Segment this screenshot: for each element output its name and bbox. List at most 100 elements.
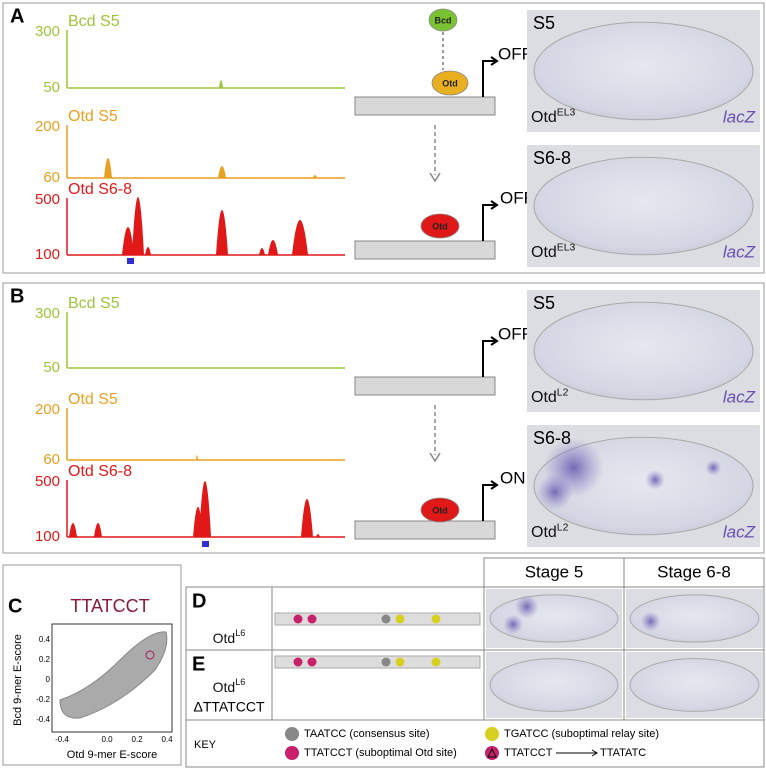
factor-label: Bcd: [434, 15, 451, 25]
track-name: Otd S6-8: [68, 463, 132, 480]
factor: [420, 213, 460, 239]
track-top: 300: [35, 305, 60, 322]
embryo: [533, 21, 754, 121]
peak: [104, 158, 112, 178]
marker: [127, 258, 134, 264]
factor-label: Otd: [432, 221, 448, 231]
genotype-label: OtdL2: [531, 522, 569, 541]
track-bottom: 50: [43, 359, 60, 376]
peak: [259, 248, 265, 255]
site: [307, 614, 317, 624]
factor-label: Otd: [432, 505, 448, 515]
arrow-head: [429, 172, 441, 183]
x-tick-label: 0.2: [131, 735, 143, 744]
panel-label: B: [10, 285, 24, 307]
track-bottom: 100: [35, 246, 60, 263]
x-axis-label: Otd 9-mer E-score: [67, 749, 157, 761]
panel-label: D: [192, 590, 206, 612]
peak: [94, 523, 102, 537]
key-title: KEY: [194, 739, 217, 751]
genotype: Otd: [531, 524, 557, 541]
factor: [431, 70, 469, 96]
panel-label: A: [10, 5, 24, 27]
construct: [274, 612, 481, 626]
site: [381, 657, 391, 667]
key-item: TTATATC: [600, 747, 646, 759]
key-site: [285, 746, 299, 760]
peak: [132, 197, 144, 255]
x-tick-label: -0.4: [55, 735, 69, 744]
y-tick-label: -0.2: [36, 695, 50, 704]
track-top: 500: [35, 473, 60, 490]
peak: [199, 481, 211, 537]
track-top: 200: [35, 401, 60, 418]
arrow-head: [429, 452, 441, 463]
key-site: [285, 727, 299, 741]
reporter: lacZ: [723, 387, 756, 406]
table-frame: [185, 586, 765, 768]
plot-title: TTATCCT: [70, 596, 149, 616]
column-header: Stage 6-8: [657, 562, 731, 581]
track-top: 500: [35, 191, 60, 208]
promoter-arrow: [482, 56, 499, 97]
genotype: Otd: [531, 389, 557, 406]
peak: [69, 523, 77, 537]
panel-label: E: [192, 653, 205, 675]
peak: [216, 210, 228, 255]
factor-label: Otd: [442, 78, 458, 88]
y-tick-label: -0.4: [36, 715, 50, 724]
track-bottom: 50: [43, 79, 60, 96]
genotype-label: OtdEL3: [531, 242, 576, 261]
genotype-label: OtdL6: [213, 678, 246, 695]
track-name: Otd S6-8: [68, 181, 132, 198]
key-triangle: [487, 747, 497, 758]
stain: [503, 614, 524, 635]
embryo: [629, 658, 760, 712]
stain: [645, 469, 666, 490]
plot-frame: [51, 623, 173, 733]
stage: S5: [533, 13, 555, 33]
embryo: [489, 658, 619, 712]
key-item: TGATCC (suboptimal relay site): [504, 728, 659, 740]
genotype-sup: L6: [235, 629, 245, 639]
reporter: lacZ: [723, 107, 756, 126]
peak: [316, 534, 320, 537]
panel-frame: [2, 282, 765, 554]
track-name: Otd S5: [68, 391, 118, 408]
stain: [536, 474, 573, 511]
peak: [218, 166, 226, 178]
y-tick-label: 0: [46, 675, 51, 684]
genotype-sup: EL3: [557, 242, 576, 253]
track-top: 200: [35, 118, 60, 135]
key-arrow-head: [591, 749, 598, 757]
embryo: [629, 594, 760, 643]
panel-label: C: [8, 595, 22, 617]
enhancer: [354, 240, 496, 260]
column-header: Stage 5: [525, 562, 584, 581]
peak: [219, 80, 223, 88]
key-site: [485, 727, 499, 741]
genotype-sup: EL3: [557, 107, 576, 118]
genotype: Otd: [531, 244, 557, 261]
genotype-sup: L2: [557, 522, 569, 533]
peak: [268, 240, 278, 255]
highlight: [145, 650, 155, 660]
key-item: TTATCCT: [504, 747, 553, 759]
track-top: 300: [35, 23, 60, 40]
state: ON: [500, 468, 526, 487]
stage: S6-8: [533, 428, 571, 448]
reporter: lacZ: [723, 522, 756, 541]
site: [395, 657, 405, 667]
genotype-sup: L2: [557, 387, 569, 398]
promoter-arrow: [482, 336, 499, 377]
embryo: [533, 156, 754, 256]
peak: [292, 220, 308, 255]
y-tick-label: 0.2: [39, 655, 51, 664]
genotype: Otd: [213, 630, 236, 646]
construct: [274, 655, 481, 669]
state: OFF: [498, 44, 532, 63]
panel-frame: [2, 2, 765, 274]
enhancer: [354, 520, 496, 540]
stage: S5: [533, 293, 555, 313]
y-tick-label: 0.4: [39, 635, 51, 644]
